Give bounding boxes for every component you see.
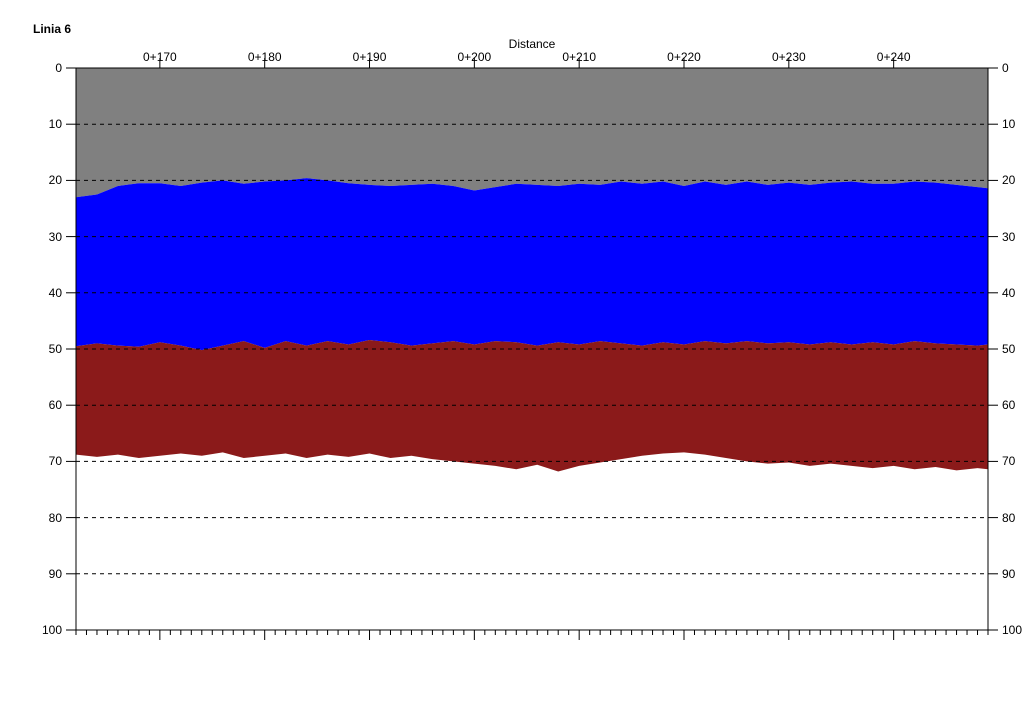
y-tick-label-left: 80 (49, 511, 62, 525)
y-tick-label-right: 80 (1002, 511, 1015, 525)
x-tick-label: 0+200 (457, 50, 491, 64)
y-tick-label-right: 40 (1002, 286, 1015, 300)
y-tick-label-left: 0 (55, 61, 62, 75)
y-tick-label-right: 70 (1002, 454, 1015, 468)
y-tick-label-left: 90 (49, 567, 62, 581)
y-tick-label-left: 70 (49, 454, 62, 468)
x-axis-title: Distance (509, 37, 556, 51)
y-tick-label-right: 30 (1002, 230, 1015, 244)
y-tick-label-right: 100 (1002, 623, 1022, 637)
x-tick-label: 0+240 (877, 50, 911, 64)
y-tick-label-right: 10 (1002, 117, 1015, 131)
profile-chart (0, 0, 1024, 706)
x-tick-label: 0+230 (772, 50, 806, 64)
x-tick-label: 0+170 (143, 50, 177, 64)
x-tick-label: 0+220 (667, 50, 701, 64)
y-tick-label-left: 20 (49, 173, 62, 187)
y-tick-label-right: 0 (1002, 61, 1009, 75)
layer-blue (76, 178, 988, 350)
y-tick-label-right: 50 (1002, 342, 1015, 356)
layer-gray (76, 68, 988, 197)
x-tick-label: 0+210 (562, 50, 596, 64)
y-tick-label-left: 50 (49, 342, 62, 356)
y-tick-label-right: 90 (1002, 567, 1015, 581)
y-tick-label-left: 100 (42, 623, 62, 637)
x-tick-label: 0+190 (353, 50, 387, 64)
y-tick-label-right: 20 (1002, 173, 1015, 187)
y-tick-label-left: 10 (49, 117, 62, 131)
x-tick-label: 0+180 (248, 50, 282, 64)
layer-dark-red (76, 340, 988, 472)
y-tick-label-right: 60 (1002, 398, 1015, 412)
y-tick-label-left: 40 (49, 286, 62, 300)
y-tick-label-left: 30 (49, 230, 62, 244)
y-tick-label-left: 60 (49, 398, 62, 412)
